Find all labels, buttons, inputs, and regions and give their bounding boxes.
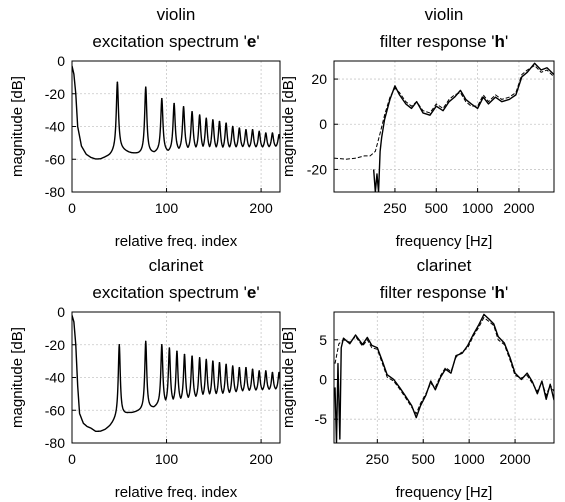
spectrum-peak: [232, 365, 234, 367]
y-tick-label: -5: [315, 411, 328, 427]
plot-area: [72, 315, 280, 431]
y-tick-label: -80: [45, 184, 65, 200]
spectrum-peak: [225, 364, 227, 366]
spectrum-peak: [169, 347, 171, 349]
chart-title-line-1: violin: [157, 5, 196, 24]
x-tick-label: 200: [249, 200, 273, 216]
spectrum-peak: [176, 351, 178, 353]
spectrum-peak: [232, 126, 234, 128]
chart-title-line-2: excitation spectrum 'e': [92, 283, 259, 302]
chart-title-line-2: excitation spectrum 'e': [92, 32, 259, 51]
spectrum-curve: [72, 315, 280, 431]
y-tick-label: -20: [45, 86, 65, 102]
chart-panel-3: 0 100 200 0 -20 -40 -60 -80 clarinet excitation s…: [9, 256, 280, 501]
spectrum-peak: [265, 132, 267, 134]
chart-title-line-2: filter response 'h': [380, 32, 508, 51]
spectrum-peak: [161, 98, 163, 100]
plot-area: [335, 314, 554, 443]
y-tick-label: -60: [45, 151, 65, 167]
spectrum-peak: [183, 106, 185, 108]
spectrum-peak: [245, 129, 247, 131]
x-tick-label: 500: [412, 451, 436, 467]
spectrum-peak: [265, 370, 267, 372]
spectrum-peak: [212, 119, 214, 121]
y-tick-label: 20: [311, 71, 327, 87]
spectrum-peak: [191, 111, 193, 113]
spectrum-peak: [239, 127, 241, 129]
y-tick-label: -40: [45, 119, 65, 135]
spectrum-peak: [272, 372, 274, 374]
chart-title-line-1: clarinet: [149, 256, 204, 275]
x-tick-label: 0: [68, 200, 76, 216]
y-tick-label: 5: [319, 332, 327, 348]
chart-panel-1: 0 100 200 0 -20 -40 -60 -80 violin excitation spe…: [9, 5, 280, 250]
x-tick-label: 100: [155, 200, 179, 216]
spectrum-peak: [219, 362, 221, 364]
spectrum-peak: [173, 103, 175, 105]
spectrum-peak: [252, 369, 254, 371]
y-tick-label: -20: [45, 337, 65, 353]
y-tick-label: -60: [45, 402, 65, 418]
spectrum-peak: [272, 132, 274, 134]
x-tick-label: 0: [68, 451, 76, 467]
spectrum-peak: [258, 370, 260, 372]
chart-title-line-2: filter response 'h': [380, 283, 508, 302]
x-axis-label: relative freq. index: [115, 233, 238, 250]
chart-panel-4: 250 500 1000 2000 5 0 -5 clarinet filter respons…: [280, 256, 554, 501]
chart-title-line-1: clarinet: [417, 256, 472, 275]
x-tick-label: 250: [366, 451, 390, 467]
plot-area: [334, 63, 554, 192]
y-tick-label: 0: [319, 371, 327, 387]
spectrum-peak: [245, 367, 247, 369]
x-axis-label: frequency [Hz]: [396, 233, 493, 250]
y-axis-label: magnitude [dB]: [280, 327, 297, 428]
chart-panel-2: 250 500 1000 2000 20 0 -20 violin filter respons…: [280, 5, 554, 250]
spectrum-peak: [145, 86, 147, 88]
series-dashed-line: [335, 318, 554, 414]
spectrum-peak: [252, 129, 254, 131]
x-tick-label: 1000: [454, 451, 485, 467]
spectrum-peak: [118, 344, 120, 346]
spectrum-peak: [225, 122, 227, 124]
spectrum-peak: [219, 121, 221, 123]
spectrum-peak: [212, 360, 214, 362]
x-tick-label: 1000: [462, 200, 493, 216]
x-tick-label: 2000: [503, 200, 534, 216]
series-solid-line: [374, 63, 554, 192]
y-axis-label: magnitude [dB]: [9, 76, 26, 177]
spectrum-peak: [258, 131, 260, 133]
x-tick-label: 100: [155, 451, 179, 467]
chart-title-line-1: violin: [425, 5, 464, 24]
spectrum-peak: [199, 357, 201, 359]
x-axis-label: relative freq. index: [115, 484, 238, 501]
x-tick-label: 500: [425, 200, 449, 216]
y-axis-label: magnitude [dB]: [9, 327, 26, 428]
spectrum-peak: [184, 354, 186, 356]
spectrum-peak: [117, 81, 119, 83]
plot-area: [72, 66, 280, 159]
y-tick-label: 0: [57, 304, 65, 320]
series-solid-line: [335, 314, 554, 443]
spectrum-peak: [205, 359, 207, 361]
spectrum-peak: [191, 355, 193, 357]
spectrum-curve: [72, 66, 280, 159]
spectrum-peak: [199, 114, 201, 116]
y-tick-label: 0: [57, 53, 65, 69]
spectrum-peak: [145, 341, 147, 343]
x-axis-label: frequency [Hz]: [396, 484, 493, 501]
y-tick-label: -40: [45, 370, 65, 386]
x-tick-label: 2000: [499, 451, 530, 467]
spectrum-peak: [205, 118, 207, 120]
y-tick-label: -20: [307, 161, 327, 177]
x-tick-label: 200: [249, 451, 273, 467]
spectrum-peak: [161, 344, 163, 346]
y-tick-label: -80: [45, 435, 65, 451]
y-axis-label: magnitude [dB]: [280, 76, 297, 177]
x-tick-label: 250: [383, 200, 407, 216]
spectrum-peak: [239, 367, 241, 369]
y-tick-label: 0: [319, 116, 327, 132]
